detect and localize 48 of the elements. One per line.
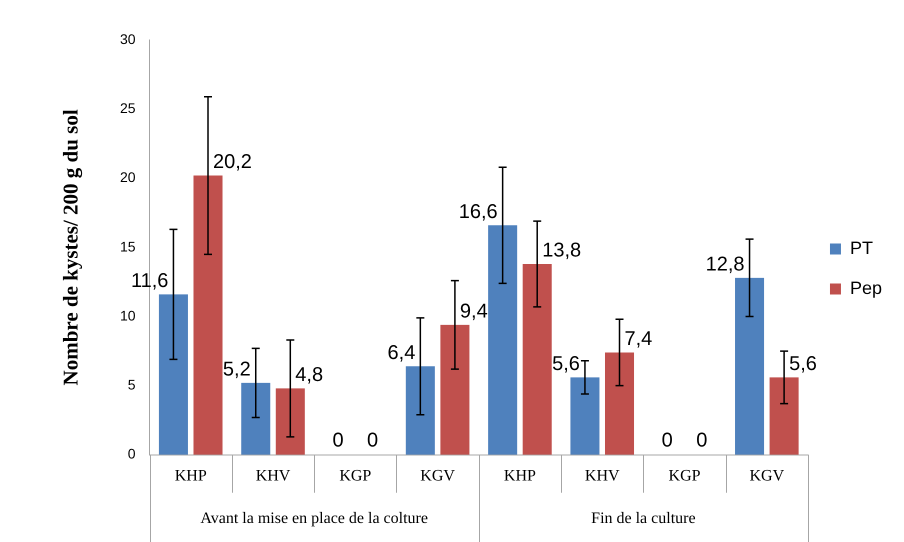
legend-label: Pep [850,278,882,298]
y-axis-title: Nombre de kystes/ 200 g du sol [58,109,82,386]
x-tick-label: KHP [174,468,207,485]
bar [241,382,270,455]
y-tick-label: 10 [120,307,136,324]
x-tick-label: KGV [749,468,785,485]
bar [522,264,552,455]
bar [488,225,518,455]
x-tick-label: KGV [420,468,456,485]
data-label: 0 [696,429,708,452]
legend-label: PT [850,238,873,258]
y-tick-label: 25 [120,100,136,116]
data-label: 9,4 [460,300,488,322]
data-label: 4,8 [295,364,324,386]
bar [406,366,435,455]
bar [440,324,470,455]
text: Fin de la culture [591,510,696,528]
x-tick-label: KHP [504,468,536,485]
y-tick-label: 20 [120,169,136,186]
bar [158,294,188,455]
y-tick-label: 30 [120,30,136,47]
data-label: 0 [367,429,378,452]
data-label: 20,2 [213,151,252,174]
bar [604,352,634,455]
data-label: 0 [332,429,344,452]
x-tick-label: KGP [668,468,701,485]
data-label: 16,6 [458,200,498,223]
x-tick-label: KGP [339,468,372,485]
bar [770,377,799,455]
bar [735,278,764,455]
data-label: 7,4 [624,328,652,350]
bar [570,377,600,455]
bar [193,176,223,455]
data-label: 13,8 [542,240,582,262]
text: Avant la mise en place de la colture [200,510,428,528]
data-label: 12,8 [706,253,745,276]
y-tick-label: 0 [128,446,136,462]
data-label: 5,6 [552,352,580,375]
data-label: 5,6 [789,352,817,375]
x-tick-label: KHV [584,468,620,485]
x-tick-label: KHV [256,468,291,485]
data-label: 5,2 [222,358,251,380]
bar [276,388,305,455]
data-label: 0 [662,429,673,452]
y-tick-label: 15 [120,238,136,254]
y-tick-label: 5 [128,376,136,393]
data-label: 6,4 [388,342,416,364]
data-label: 11,6 [130,270,168,292]
